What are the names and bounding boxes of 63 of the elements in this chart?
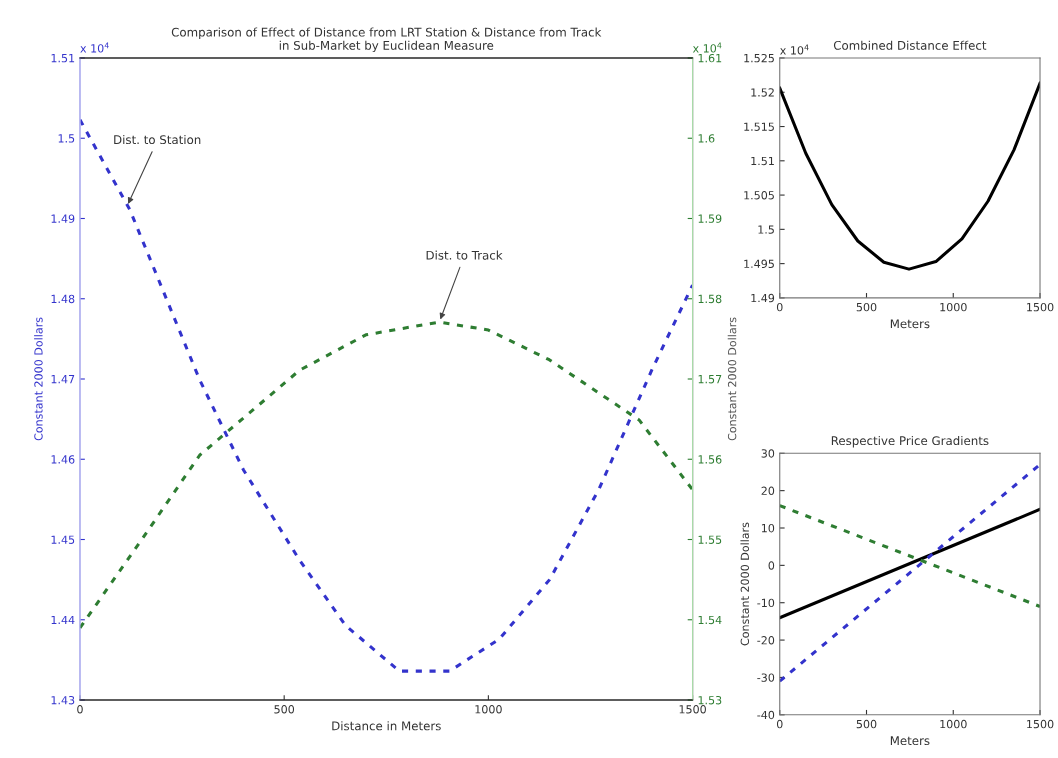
y-tick-label: 10 — [761, 523, 775, 533]
y-tick-label: 1.51 — [51, 54, 75, 63]
text: x 10$^{4}$ — [692, 42, 722, 53]
x-tick-label: 1500 — [679, 705, 706, 714]
y-tick-label: -10 — [757, 598, 775, 608]
text: x 10$^{4}$ — [80, 42, 109, 53]
x-tick-label: 1500 — [1027, 719, 1054, 729]
x-tick-label: 500 — [856, 302, 877, 312]
y-tick-label: 1.48 — [51, 294, 75, 304]
y-tick-label: 1.495 — [744, 259, 774, 268]
line-series — [79, 118, 693, 673]
x-axis-title: Meters — [890, 319, 930, 329]
y-tick-label: 1.515 — [744, 122, 774, 131]
y-tick-label: -20 — [757, 636, 775, 645]
y2-axis-title: Constant 2000 Dollars — [727, 317, 737, 441]
y-tick-label: 1.49 — [51, 214, 75, 223]
x-tick-label: 1000 — [940, 302, 967, 312]
y-tick-label: 1.49 — [751, 293, 775, 303]
y-tick-label: 1.5 — [58, 134, 75, 143]
x-tick-label: 500 — [856, 719, 877, 729]
y-tick-label: 1.43 — [51, 695, 75, 705]
y2-tick-label: 1.54 — [698, 615, 722, 625]
y-tick-label: 1.44 — [51, 615, 75, 624]
y2-tick-label: 1.53 — [698, 695, 722, 705]
x-tick-label: 0 — [776, 302, 783, 312]
y2-tick-label: 1.57 — [698, 375, 722, 384]
x-tick-label: 0 — [77, 705, 83, 714]
x-tick-label: 0 — [776, 719, 783, 729]
x-axis-title: Meters — [890, 736, 930, 746]
y-tick-label: 1.5 — [758, 225, 774, 234]
x-tick-label: 1000 — [475, 705, 502, 714]
y2-tick-label: 1.58 — [698, 294, 722, 304]
y-tick-label: 1.46 — [51, 455, 75, 464]
annotation: Dist. to Station — [114, 134, 201, 145]
chart-title: Combined Distance Effect — [833, 40, 987, 50]
x-tick-label: 1000 — [940, 719, 967, 729]
annotation: Dist. to Track — [426, 250, 503, 260]
y2-tick-label: 1.59 — [698, 214, 722, 223]
y-axis-title: Constant 2000 Dollars — [34, 317, 43, 441]
y-tick-label: 1.52 — [751, 88, 774, 97]
chart-title: Comparison of Effect of Distance from LRT Station & Distance from Track in Sub-Market by Euclidean Measure — [171, 27, 602, 53]
line-series — [79, 320, 693, 630]
y-tick-label: 1.47 — [51, 375, 75, 384]
y-tick-label: 0 — [768, 561, 775, 570]
x-tick-label: 500 — [274, 705, 295, 714]
y-tick-label: 1.45 — [51, 535, 75, 544]
y-tick-label: 30 — [761, 449, 775, 458]
text: x 10$^{4}$ — [780, 44, 809, 55]
line-series — [779, 81, 1041, 271]
y-tick-label: 1.525 — [744, 53, 774, 63]
y2-tick-label: 1.55 — [698, 535, 722, 544]
y-tick-label: 1.51 — [751, 156, 774, 166]
y2-tick-label: 1.6 — [698, 134, 715, 143]
y2-tick-label: 1.61 — [698, 53, 722, 63]
y-tick-label: 20 — [761, 486, 775, 496]
x-axis-title: Distance in Meters — [332, 721, 441, 731]
y-tick-label: -40 — [757, 710, 775, 720]
x-tick-label: 1500 — [1027, 302, 1054, 312]
y-tick-label: 1.505 — [744, 191, 774, 200]
y-axis-title: Constant 2000 Dollars — [740, 522, 750, 646]
y2-tick-label: 1.56 — [698, 455, 722, 464]
chart-title: Respective Price Gradients — [831, 435, 989, 448]
y-tick-label: -30 — [757, 673, 775, 682]
